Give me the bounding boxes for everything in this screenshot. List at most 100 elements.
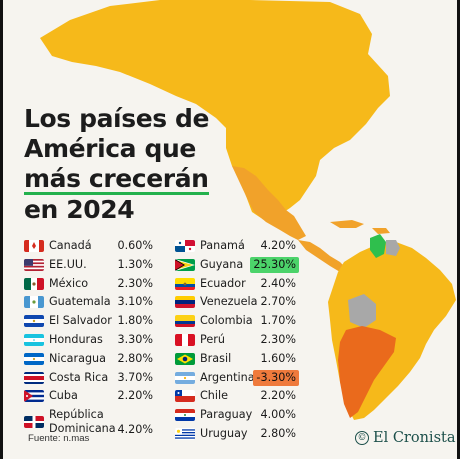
list-item: Honduras 3.30% [24,332,156,351]
growth-value: 3.70% [117,370,153,384]
country-name: Ecuador [200,276,246,290]
growth-value: 1.30% [117,257,153,271]
list-item: Cuba 2.20% [24,388,156,407]
list-item: Nicaragua 2.80% [24,351,156,370]
country-name-line-1: República [49,408,104,422]
map-region-caribbean [330,220,390,234]
chile-flag-icon [175,390,195,403]
growth-value-highlight: 25.30% [250,256,299,273]
list-item: Uruguay 2.80% [175,426,299,445]
venezuela-flag-icon [175,296,195,309]
usa-flag-icon [24,258,44,271]
list-item: Perú 2.30% [175,332,299,351]
ecuador-flag-icon [175,277,195,290]
map-region-canada-islands [282,48,342,92]
brand-name: El Cronista [373,430,456,446]
country-name: Brasil [200,351,232,365]
country-name: Paraguay [200,408,253,422]
growth-value: 2.40% [260,276,296,290]
map-region-central-america [298,240,346,272]
paraguay-flag-icon [175,409,195,422]
country-name: Cuba [49,389,78,403]
list-item: Chile 2.20% [175,388,299,407]
growth-value: 2.20% [117,389,153,403]
list-item: Guyana 25.30% [175,256,299,276]
country-name: Panamá [200,239,245,252]
honduras-flag-icon [24,333,44,346]
growth-value: 2.80% [260,426,296,440]
growth-value: 1.80% [117,314,153,328]
canada-flag-icon [24,240,44,252]
map-region-suriname-guiana [386,240,400,256]
country-name: Guatemala [49,295,111,309]
list-item: República Dominicana 4.20% [24,407,156,445]
country-name: Honduras [49,332,103,346]
growth-value: 2.80% [117,351,153,365]
cuba-flag-icon [24,390,44,403]
growth-value: 3.10% [117,295,153,309]
country-name: Costa Rica [49,370,109,384]
country-name: Argentina [200,370,255,384]
growth-value: 3.30% [117,332,153,346]
panama-flag-icon [175,240,195,252]
country-name: Canadá [49,239,92,252]
country-name: Perú [200,332,225,346]
title-line-3: más crecerán [24,164,209,195]
title-line-2: América que [24,134,196,163]
country-name: Guyana [200,257,244,271]
list-item: El Salvador 1.80% [24,313,156,332]
copyright-icon: © [355,431,369,445]
list-item: Canadá 0.60% [24,238,156,257]
list-item: Argentina -3.30% [175,369,299,389]
list-item: Paraguay 4.00% [175,407,299,426]
growth-value: 1.70% [260,314,296,328]
costa-rica-flag-icon [24,371,44,384]
map-region-argentina [338,326,396,418]
list-item: EE.UU. 1.30% [24,257,156,276]
country-name: México [49,276,89,290]
country-list-right: Panamá 4.20% Guyana 25.30% Ecuador 2.40%… [175,238,299,445]
list-item: México 2.30% [24,276,156,295]
dominican-republic-flag-icon [24,416,44,429]
growth-value: 1.60% [260,351,296,365]
brazil-flag-icon [175,352,195,365]
country-name: Nicaragua [49,351,106,365]
el-salvador-flag-icon [24,315,44,328]
list-item: Brasil 1.60% [175,351,299,370]
growth-value: 2.30% [260,332,296,346]
list-item: Panamá 4.20% [175,238,299,257]
list-item: Guatemala 3.10% [24,294,156,313]
growth-value: 0.60% [117,239,153,252]
country-list-left: Canadá 0.60% EE.UU. 1.30% México 2.30% G… [24,238,156,445]
list-item: Ecuador 2.40% [175,276,299,295]
brand-logo: © El Cronista [355,429,455,447]
country-name: Uruguay [200,426,248,440]
title-line-4: en 2024 [24,195,135,224]
list-item: Venezuela 2.70% [175,294,299,313]
list-item: Costa Rica 3.70% [24,370,156,389]
mexico-flag-icon [24,277,44,290]
country-name: EE.UU. [49,257,87,271]
page-title: Los países de América que más crecerán e… [24,104,224,225]
country-name: Venezuela [200,295,258,309]
argentina-flag-icon [175,371,195,384]
growth-value: 4.20% [260,239,296,252]
growth-value-highlight: -3.30% [253,369,299,386]
country-name-line-2: Dominicana [49,422,116,436]
title-line-1: Los países de [24,104,210,133]
map-region-bolivia [348,294,376,328]
country-name: El Salvador [49,314,112,328]
country-name: Chile [200,389,229,403]
map-region-mexico [232,166,306,240]
peru-flag-icon [175,333,195,346]
nicaragua-flag-icon [24,352,44,365]
map-region-guyana [370,234,386,258]
country-name: Colombia [200,314,253,328]
country-name: República Dominicana [49,408,116,436]
growth-value: 2.70% [260,295,296,309]
source-note: Fuente: n.mas [28,433,90,444]
growth-value: 4.20% [117,423,153,437]
growth-value: 2.20% [260,389,296,403]
